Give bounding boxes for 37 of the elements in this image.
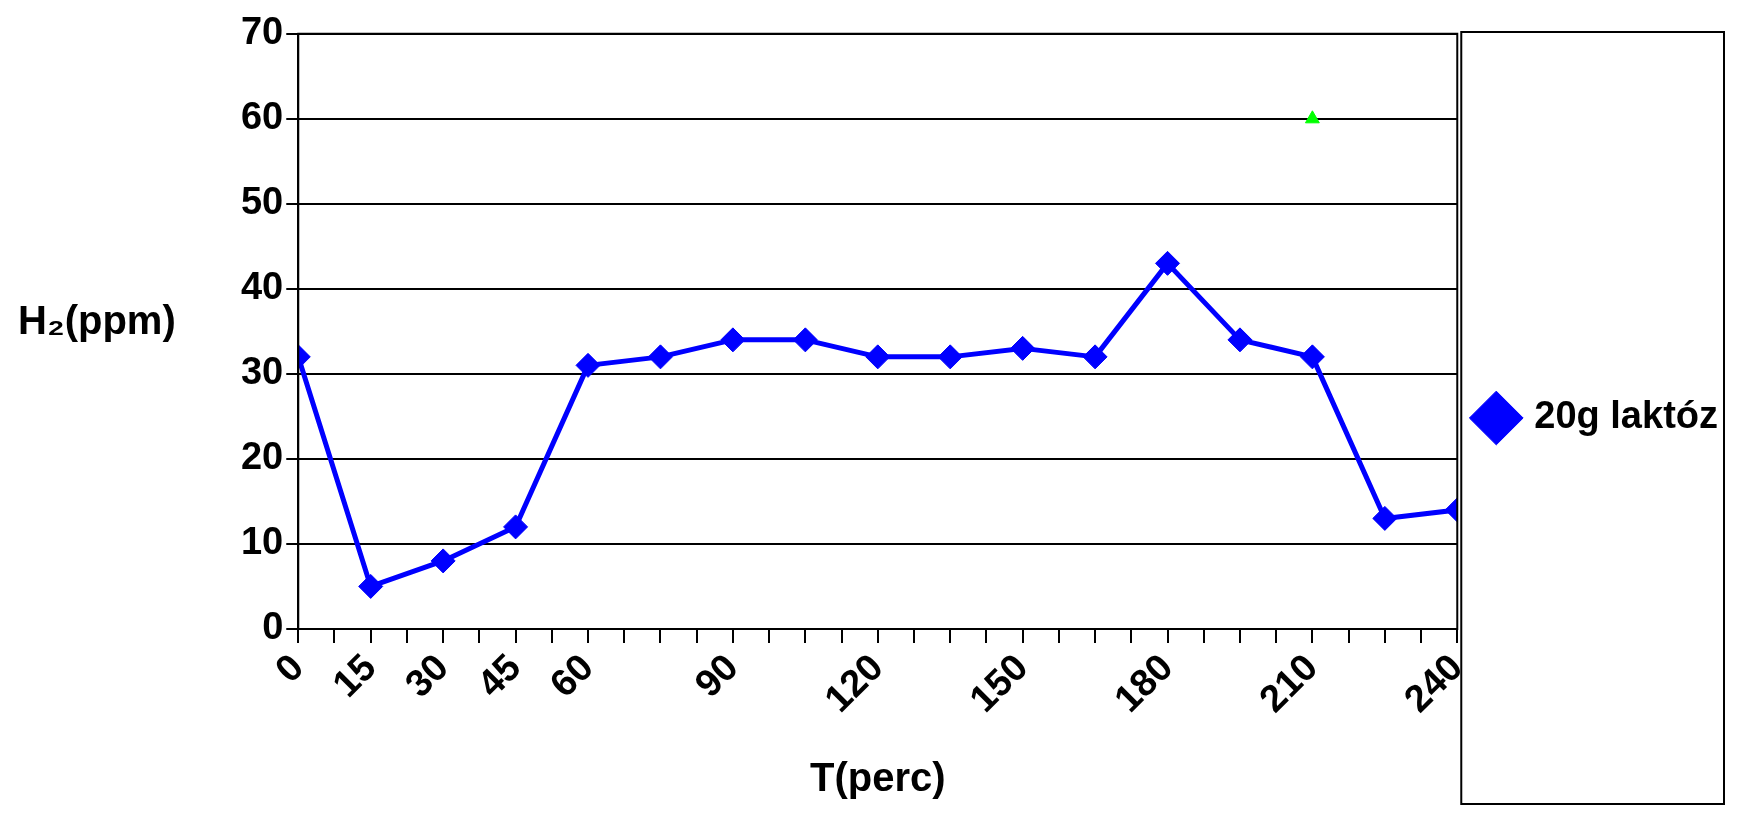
x-tick-label: 90 — [686, 645, 746, 706]
point — [1227, 327, 1253, 353]
point — [1155, 250, 1181, 276]
point — [1304, 110, 1320, 124]
x-tick-label: 60 — [541, 645, 602, 706]
point — [430, 548, 456, 574]
x-tick-label: 180 — [1106, 645, 1181, 720]
x-tick-label: 45 — [469, 645, 529, 706]
point — [1082, 344, 1108, 370]
point — [865, 344, 891, 370]
point — [1299, 344, 1325, 370]
y-tick-label: 50 — [240, 180, 284, 223]
x-tick-label: 240 — [1395, 645, 1471, 720]
y-tick-label: 10 — [240, 520, 284, 563]
y-tick-label: 0 — [262, 605, 284, 648]
y-tick-label: 30 — [240, 350, 284, 393]
x-tick-label: 30 — [396, 645, 457, 706]
y-tick-label: 40 — [240, 265, 284, 308]
point — [792, 327, 818, 353]
x-axis-title: T(perc) — [809, 755, 946, 800]
x-tick-label: 120 — [816, 645, 891, 720]
point — [1372, 505, 1398, 531]
x-tick-label: 150 — [961, 645, 1036, 720]
y-tick-label: 20 — [240, 435, 284, 478]
point — [720, 327, 746, 353]
x-tick-label: 210 — [1250, 645, 1326, 720]
y-tick-label: 60 — [240, 95, 284, 138]
point — [358, 573, 384, 599]
x-tick-label: 15 — [324, 645, 384, 706]
y-tick-label: 70 — [240, 10, 284, 53]
point — [1010, 335, 1036, 361]
point — [647, 344, 673, 370]
point — [503, 514, 529, 540]
point — [575, 352, 601, 378]
legend-label: 20g laktóz — [1534, 394, 1719, 437]
y-axis-title: H₂(ppm) — [18, 298, 176, 343]
point — [937, 344, 963, 370]
